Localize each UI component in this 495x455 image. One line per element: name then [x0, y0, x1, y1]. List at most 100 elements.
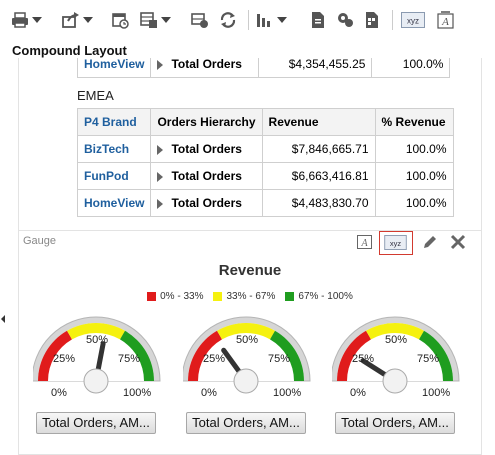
xyz-icon[interactable]: xyz: [379, 231, 413, 255]
gauge-tick-label: 100%: [273, 387, 302, 399]
schedule-icon: [112, 13, 129, 29]
new-document-icon: [312, 12, 324, 28]
gauge-hub: [382, 368, 408, 394]
gauge-tick-label: 75%: [268, 353, 291, 365]
hierarchy-label: Total Orders: [171, 196, 242, 210]
new-document-button[interactable]: [310, 8, 328, 32]
gauge-label-button[interactable]: Total Orders, AM...: [186, 412, 306, 434]
export-button[interactable]: [62, 8, 93, 32]
table-row: FunPod Total Orders $6,663,416.81 100.0%: [76, 162, 454, 190]
pivot-table-view: HomeView Total Orders $4,354,455.25 100.…: [18, 58, 482, 231]
gauge-band: [38, 330, 72, 381]
svg-text:xyz: xyz: [390, 239, 402, 248]
chevron-left-icon: [1, 315, 5, 323]
new-calc-button[interactable]: [364, 8, 382, 32]
gauge-tick-label: 0%: [350, 387, 366, 399]
column-header[interactable]: Revenue: [261, 108, 376, 136]
brand-link[interactable]: HomeView: [76, 58, 152, 78]
gauge-hub: [233, 368, 259, 394]
page-title: Compound Layout: [12, 43, 127, 58]
refresh-data-icon: [140, 12, 157, 28]
refresh-button[interactable]: [219, 8, 237, 32]
gauge-hub: [83, 368, 109, 394]
gauge-dial: [33, 316, 161, 394]
print-button[interactable]: [11, 8, 42, 32]
expand-icon[interactable]: [157, 144, 164, 155]
expand-icon[interactable]: [157, 59, 164, 70]
pct-revenue-cell: 100.0%: [374, 162, 454, 190]
legend: 0% - 33% 33% - 67% 67% - 100%: [19, 291, 481, 302]
edit-icon[interactable]: [421, 233, 439, 254]
table-row: HomeView Total Orders $4,354,455.25 100.…: [76, 58, 451, 78]
gauge-tick-label: 50%: [385, 334, 408, 346]
text-icon: A: [437, 11, 454, 29]
legend-swatch: [285, 292, 295, 301]
gauge: 0% 25% 50% 75% 100% Total Orders, AM...: [33, 309, 163, 454]
text-button[interactable]: A: [437, 8, 455, 32]
gauge-view-panel: Gauge A xyz Revenue 0% - 33% 33% - 67% 6…: [18, 230, 482, 455]
expand-icon[interactable]: [157, 198, 164, 209]
column-header[interactable]: P4 Brand: [76, 108, 152, 136]
chevron-down-icon: [32, 17, 42, 23]
gauge-band: [419, 330, 453, 381]
expand-icon[interactable]: [157, 171, 164, 182]
hierarchy-label: Total Orders: [171, 58, 242, 71]
hierarchy-cell[interactable]: Total Orders: [150, 135, 263, 163]
legend-item: 33% - 67%: [213, 291, 275, 302]
svg-text:xyz: xyz: [407, 17, 419, 26]
xyz-button[interactable]: xyz: [401, 8, 425, 32]
export-icon: [62, 12, 79, 28]
schedule-button[interactable]: [111, 8, 129, 32]
print-icon: [12, 12, 28, 28]
gauge-band: [120, 330, 154, 381]
toolbar-divider: [248, 10, 249, 30]
revenue-cell: $4,354,455.25: [258, 58, 373, 78]
pct-revenue-cell: 100.0%: [374, 135, 454, 163]
column-header[interactable]: Orders Hierarchy: [150, 108, 263, 136]
refresh-data-button[interactable]: [140, 8, 171, 32]
gauge-tick-label: 0%: [201, 387, 217, 399]
legend-swatch: [213, 292, 223, 301]
table-row: BizTech Total Orders $7,846,665.71 100.0…: [76, 135, 454, 163]
region-label: EMEA: [77, 88, 114, 103]
text-icon[interactable]: A: [357, 234, 373, 253]
legend-label: 33% - 67%: [226, 291, 276, 302]
collapse-handle[interactable]: [0, 312, 6, 326]
brand-link[interactable]: HomeView: [76, 189, 152, 217]
brand-link[interactable]: FunPod: [76, 162, 152, 190]
gauge-tick-label: 25%: [53, 353, 76, 365]
column-header[interactable]: % Revenue: [374, 108, 454, 136]
gauge-band: [337, 330, 371, 381]
auto-refresh-button[interactable]: [191, 8, 209, 32]
brand-link[interactable]: BizTech: [76, 135, 152, 163]
svg-text:A: A: [360, 238, 368, 249]
gauge-label-button[interactable]: Total Orders, AM...: [335, 412, 455, 434]
auto-refresh-icon: [191, 13, 208, 28]
gauge-band: [217, 323, 275, 340]
new-view-button[interactable]: [256, 8, 287, 32]
toolbar-divider: [392, 10, 393, 30]
hierarchy-cell[interactable]: Total Orders: [150, 58, 260, 78]
legend-item: 0% - 33%: [147, 291, 203, 302]
pct-revenue-cell: 100.0%: [374, 189, 454, 217]
gauge-label-button[interactable]: Total Orders, AM...: [36, 412, 156, 434]
hierarchy-label: Total Orders: [171, 169, 242, 183]
new-settings-button[interactable]: [336, 8, 354, 32]
hierarchy-cell[interactable]: Total Orders: [150, 189, 263, 217]
legend-label: 67% - 100%: [298, 291, 353, 302]
new-view-icon: [257, 14, 270, 27]
gauge-tick-label: 50%: [86, 334, 109, 346]
gauge-band: [67, 323, 125, 340]
previous-pivot-table: HomeView Total Orders $4,354,455.25 100.…: [76, 58, 451, 78]
close-icon[interactable]: [449, 233, 467, 254]
gauge: 0% 25% 50% 75% 100% Total Orders, AM...: [183, 309, 313, 454]
hierarchy-label: Total Orders: [171, 142, 242, 156]
toolbar: xyz A: [0, 0, 495, 38]
chevron-down-icon: [161, 17, 171, 23]
new-settings-icon: [338, 13, 353, 27]
view-toolbar: A xyz: [355, 231, 475, 255]
revenue-cell: $4,483,830.70: [261, 189, 376, 217]
hierarchy-cell[interactable]: Total Orders: [150, 162, 263, 190]
gauge-tick-label: 50%: [236, 334, 259, 346]
revenue-cell: $6,663,416.81: [261, 162, 376, 190]
